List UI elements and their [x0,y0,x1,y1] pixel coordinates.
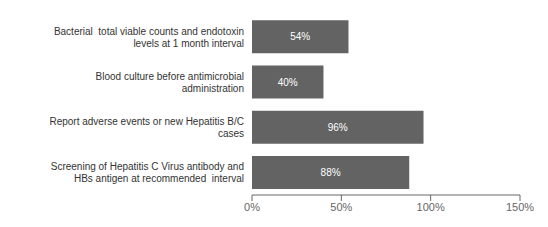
svg-text:50%: 50% [330,201,352,213]
svg-text:0%: 0% [244,201,260,213]
svg-text:150%: 150% [506,201,534,213]
svg-text:96%: 96% [328,122,348,133]
svg-text:Blood culture before antimicro: Blood culture before antimicrobialadmini… [96,70,244,93]
svg-text:88%: 88% [321,167,341,178]
svg-text:Report adverse events or new H: Report adverse events or new Hepatitis B… [49,116,244,139]
svg-text:40%: 40% [278,77,298,88]
svg-text:Bacterial total viable counts: Bacterial total viable counts and endoto… [54,25,244,48]
svg-text:100%: 100% [417,201,445,213]
svg-text:Screening of Hepatitis C Virus: Screening of Hepatitis C Virus antibody … [51,161,244,184]
svg-text:54%: 54% [290,31,310,42]
